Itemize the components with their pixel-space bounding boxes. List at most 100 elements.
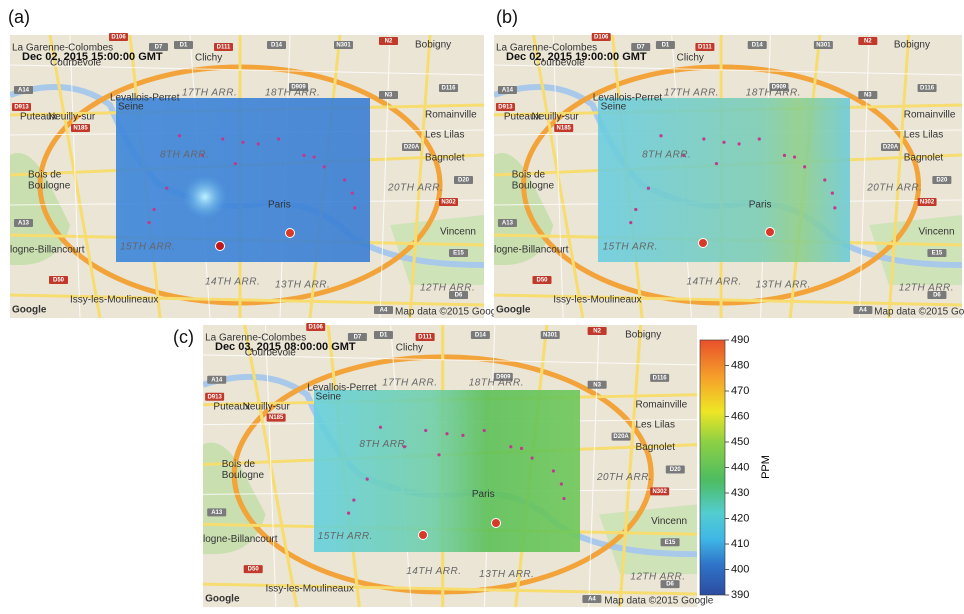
map-label: Seine (601, 102, 627, 113)
map-label: Seine (316, 391, 342, 402)
road-label: D913 (14, 105, 29, 111)
road-shield (334, 41, 353, 49)
road-shield (174, 41, 193, 49)
road-label: D50 (53, 278, 65, 284)
map-label: Clichy (195, 53, 222, 64)
road-label: D1 (662, 43, 670, 49)
sensor-dot (276, 137, 281, 141)
road-label: D116 (920, 86, 935, 92)
map-label: 14TH ARR. (687, 277, 742, 288)
map-label: 13TH ARR. (275, 280, 330, 291)
map-label: Paris (472, 489, 495, 500)
map-label: Romainville (636, 399, 688, 410)
road-shield (650, 487, 670, 496)
timestamp: Dec 02, 2015 19:00:00 GMT (506, 51, 647, 63)
sensor-dot (241, 140, 245, 144)
map-label: Les Lilas (425, 130, 464, 141)
road-shield (587, 380, 607, 389)
road-shield (439, 198, 458, 206)
map-label: 15TH ARR. (603, 242, 658, 253)
road-shield (497, 86, 517, 94)
sensor-dot (302, 153, 306, 157)
sensor-dot (177, 134, 182, 138)
map-label: 18TH ARR. (265, 88, 320, 99)
map-label: Les Lilas (904, 130, 943, 141)
road-label: A4 (380, 308, 388, 314)
road-shield (660, 580, 680, 589)
map-label: Courbevoie (533, 58, 585, 69)
road-shield (449, 249, 468, 257)
map-label: 20TH ARR. (866, 183, 922, 194)
road-label: N3 (593, 382, 601, 388)
map-panel: D106 D7 D1 D111 D14 N301 N2 D909 A14 D913 N3 D116 N1… (494, 33, 964, 318)
map-label: Bobigny (415, 40, 451, 51)
road-label: E15 (665, 540, 676, 546)
panel-label: (b) (496, 7, 518, 27)
road-shield (655, 41, 675, 49)
sensor-dot (629, 221, 633, 225)
sensor-dot (350, 191, 354, 195)
sensor-dot (352, 498, 356, 502)
road-label: A14 (211, 377, 223, 383)
map-label: Bagnolet (904, 153, 944, 164)
colorbar-tick-label: 450 (731, 436, 749, 448)
map-label: 12TH ARR. (899, 283, 954, 294)
sensor-dot (714, 162, 719, 166)
road-shield (611, 432, 631, 441)
sensor-dot (233, 162, 237, 166)
road-shield (14, 86, 33, 94)
sensor-dot (646, 186, 651, 190)
road-label: N185 (557, 126, 572, 132)
road-label: N2 (864, 39, 872, 45)
sensor-dot (833, 206, 837, 210)
sensor-dot (562, 496, 566, 501)
road-label: D913 (498, 105, 513, 111)
road-label: N2 (385, 39, 393, 45)
map-label: Vincenn (651, 516, 687, 527)
sensor-dot (147, 221, 151, 225)
map-label: Neuilly-sur (48, 112, 96, 123)
map-label: 15TH ARR. (120, 242, 175, 253)
sensor-dot (402, 445, 407, 449)
heatmap-overlay (598, 98, 850, 262)
sensor-dot (737, 142, 741, 146)
map-label: 13TH ARR. (756, 280, 811, 291)
sensor-dot (682, 153, 686, 157)
timestamp: Dec 03, 2015 08:00:00 GMT (215, 341, 356, 353)
sensor-dot (256, 142, 260, 146)
map-label: Bagnolet (636, 442, 676, 453)
road-shield (14, 219, 33, 227)
road-label: N301 (336, 43, 351, 49)
sensor-dot (152, 207, 156, 212)
road-label: D20 (936, 178, 948, 184)
pin-marker (698, 238, 708, 248)
map-label: La Garenne-Colombes (205, 333, 306, 344)
road-label: D7 (637, 45, 645, 51)
road-label: D909 (496, 374, 511, 380)
map-label: 17TH ARR. (382, 377, 437, 388)
map-label: Romainville (425, 110, 477, 121)
map-label: 8TH ARR. (359, 439, 408, 450)
road-shield (415, 332, 435, 341)
colorbar-tick-label: 430 (731, 487, 749, 499)
road-shield (374, 306, 393, 314)
road-label: N302 (652, 489, 667, 495)
road-label: D50 (248, 567, 260, 573)
road-shield (149, 43, 168, 51)
map-label: Puteaux (504, 112, 541, 123)
road-label: N3 (385, 93, 393, 99)
sensor-dot (830, 191, 834, 195)
map-label: 12TH ARR. (630, 572, 685, 583)
map-label: Courbevoie (245, 348, 297, 359)
heatmap-overlay (314, 390, 580, 552)
map-label: Bobigny (894, 40, 930, 51)
road-shield (493, 372, 513, 381)
road-shield (207, 375, 227, 384)
road-label: N302 (441, 200, 456, 206)
sensor-dot (365, 477, 369, 481)
road-shield (207, 508, 227, 517)
road-shield (214, 43, 233, 51)
road-shield (665, 465, 685, 474)
colorbar-tick-label: 490 (731, 334, 749, 346)
road-label: D111 (698, 45, 712, 51)
